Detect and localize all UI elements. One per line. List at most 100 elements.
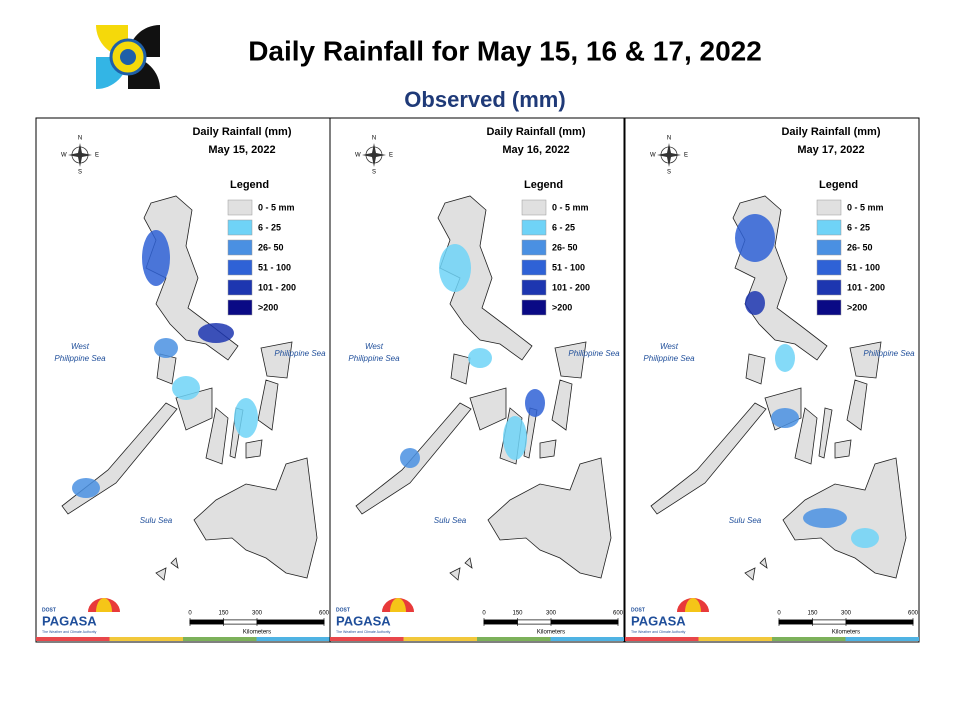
panel-date: May 15, 2022: [208, 144, 275, 156]
rain-area: [154, 338, 178, 358]
compass-e: E: [95, 153, 99, 159]
legend-label: 26- 50: [847, 242, 873, 252]
island: [846, 379, 868, 431]
island: [245, 439, 263, 459]
compass-w: W: [650, 153, 656, 159]
legend-label: 26- 50: [258, 242, 284, 252]
panel-title: Daily Rainfall (mm): [192, 126, 291, 138]
sea-label: West: [660, 342, 679, 351]
logo-umbrella: [96, 598, 112, 612]
legend-swatch: [521, 279, 547, 296]
scale-label: 0: [188, 611, 192, 617]
rain-area: [468, 348, 492, 368]
legend-label: 26- 50: [552, 242, 578, 252]
sea-label: Philippine Sea: [348, 354, 400, 363]
logo-name: PAGASA: [336, 613, 391, 628]
legend-swatch: [816, 239, 842, 256]
island: [257, 379, 279, 431]
legend-label: 0 - 5 mm: [258, 202, 295, 212]
bottom-stripe: [550, 637, 624, 641]
rain-area: [234, 398, 258, 438]
rain-area: [439, 244, 471, 292]
bottom-stripe: [625, 637, 699, 641]
compass-star: [68, 143, 92, 167]
panel-date: May 16, 2022: [502, 144, 569, 156]
legend-swatch: [816, 199, 842, 216]
compass-w: W: [355, 153, 361, 159]
legend-label: 101 - 200: [847, 282, 885, 292]
panel-date: May 17, 2022: [797, 144, 864, 156]
sea-label: Philippine Sea: [863, 349, 915, 358]
legend-swatch: [227, 299, 253, 316]
title: Daily Rainfall for May 15, 16 & 17, 2022: [248, 35, 762, 66]
bottom-stripe: [109, 637, 183, 641]
compass-e: E: [684, 153, 688, 159]
legend-swatch: [521, 199, 547, 216]
map-panel: N S E W Daily Rainfall (mm) May 15, 2022 Legen…: [35, 117, 331, 643]
rain-area: [72, 478, 100, 498]
rain-area: [745, 291, 765, 315]
header-logo: [96, 25, 160, 89]
compass-star: [657, 143, 681, 167]
legend-label: 6 - 25: [847, 222, 870, 232]
compass-w: W: [61, 153, 67, 159]
scale-segment: [256, 619, 325, 625]
logo-tagline: The Weather and Climate Authority: [42, 630, 97, 634]
compass-s: S: [667, 170, 671, 176]
subtitle: Observed (mm): [404, 87, 565, 112]
island: [849, 341, 882, 379]
island: [205, 407, 229, 465]
bottom-stripe: [403, 637, 477, 641]
sea-label: Philippine Sea: [643, 354, 695, 363]
logo-umbrella: [685, 598, 701, 612]
island: [449, 567, 461, 581]
legend-label: 0 - 5 mm: [552, 202, 589, 212]
rain-area: [771, 408, 799, 428]
bottom-stripe: [698, 637, 772, 641]
island: [650, 402, 767, 515]
logo-tagline: The Weather and Climate Authority: [336, 630, 391, 634]
legend-swatch: [227, 239, 253, 256]
sea-label: Philippine Sea: [274, 349, 326, 358]
sea-label: West: [71, 342, 90, 351]
panel-title: Daily Rainfall (mm): [486, 126, 585, 138]
island: [759, 557, 768, 569]
bottom-stripe: [772, 637, 846, 641]
rain-area: [172, 376, 200, 400]
scale-label: 300: [252, 611, 263, 617]
island: [170, 557, 179, 569]
legend-label: >200: [552, 302, 572, 312]
compass-s: S: [78, 170, 82, 176]
compass-e: E: [389, 153, 393, 159]
logo-tagline: The Weather and Climate Authority: [631, 630, 686, 634]
scale-label: 0: [482, 611, 486, 617]
rain-area: [851, 528, 879, 548]
legend-label: 101 - 200: [552, 282, 590, 292]
compass-star: [362, 143, 386, 167]
island: [834, 439, 852, 459]
scale-segment: [812, 619, 847, 625]
compass-s: S: [372, 170, 376, 176]
legend-swatch: [227, 199, 253, 216]
legend-label: 6 - 25: [258, 222, 281, 232]
island: [539, 439, 557, 459]
logo-name: PAGASA: [631, 613, 686, 628]
legend-swatch: [227, 219, 253, 236]
scale-segment: [189, 619, 224, 625]
island: [469, 387, 507, 431]
island: [155, 567, 167, 581]
scale-label: 600: [613, 611, 624, 617]
legend-swatch: [816, 219, 842, 236]
scale-label: 600: [908, 611, 919, 617]
logo-umbrella: [390, 598, 406, 612]
bottom-stripe: [36, 637, 110, 641]
island: [487, 457, 612, 579]
scale-label: 300: [546, 611, 557, 617]
island: [745, 353, 766, 385]
map-panel: N S E W Daily Rainfall (mm) May 16, 2022 Legen…: [329, 117, 625, 643]
legend-title: Legend: [819, 179, 858, 191]
island: [818, 407, 833, 459]
legend-swatch: [816, 279, 842, 296]
logo-agency: DOST: [631, 607, 645, 613]
